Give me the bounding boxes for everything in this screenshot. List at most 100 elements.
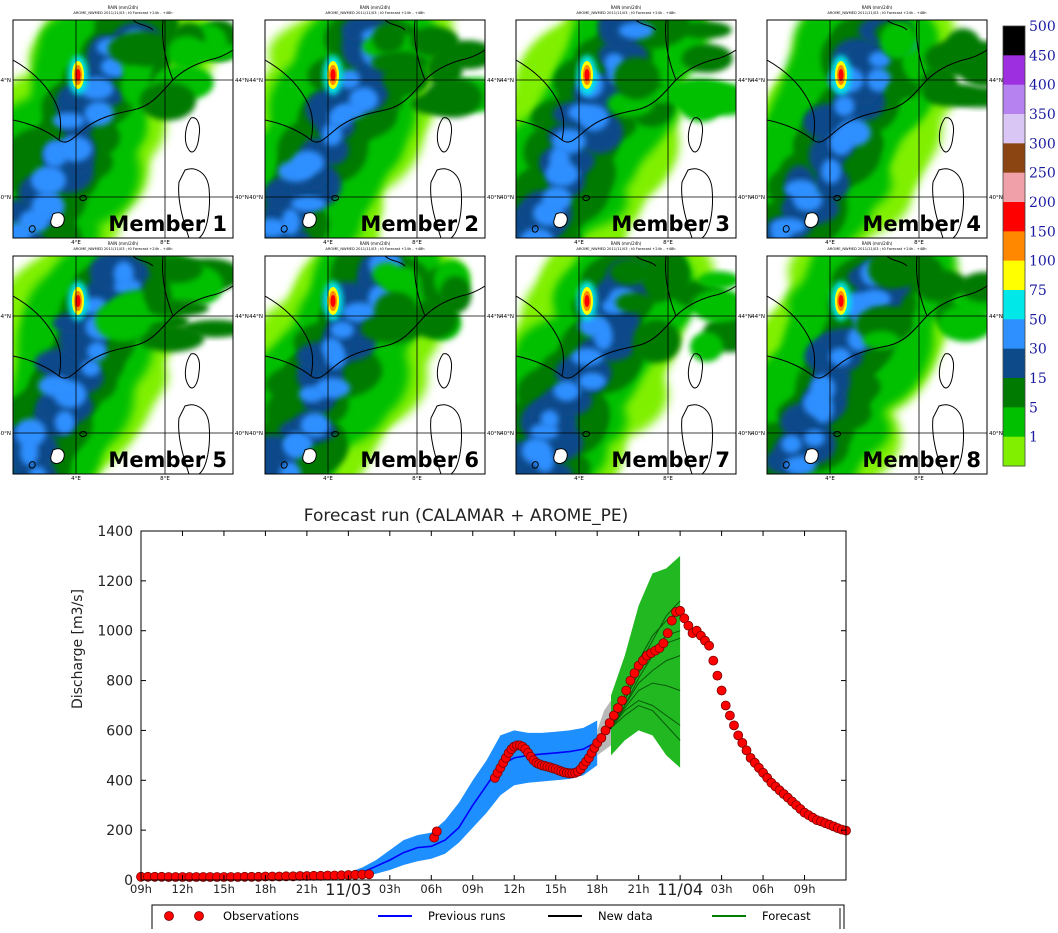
colorbar-frame: [1002, 25, 1026, 467]
lat-label-right: 40°N: [989, 195, 1003, 201]
lat-label-right: 40°N: [235, 195, 249, 201]
lat-label-right: 44°N: [989, 78, 1003, 84]
y-tick-label: 1200: [97, 574, 133, 590]
legend-label: New data: [598, 909, 653, 923]
map-subtitle: AROME_NWMED 2011/11/03 ; t0 Forecast +24…: [827, 247, 926, 251]
x-tick-label: 06h: [420, 882, 442, 896]
observation-point: [658, 638, 669, 649]
island-outline: [302, 212, 317, 228]
chart-legend: Observations Previous runs New data Forecas…: [151, 904, 845, 933]
island-outline: [178, 404, 210, 474]
map-frame: [515, 255, 737, 475]
island-outline: [331, 195, 340, 201]
rain-field: [516, 256, 736, 474]
lat-label-left: 44°N: [249, 78, 263, 84]
map-panel-4: RAIN (mm/24h)AROME_NWMED 2011/11/03 ; t0…: [751, 5, 1003, 246]
x-tick-label: 21h: [628, 882, 650, 896]
y-tick-label: 400: [106, 773, 133, 789]
rain-field: [13, 20, 233, 238]
lon-label: 4°E: [323, 476, 333, 482]
lat-label-right: 44°N: [487, 314, 501, 320]
y-tick-label: 800: [106, 674, 133, 690]
lon-label: 8°E: [914, 240, 924, 246]
lat-label-right: 40°N: [989, 431, 1003, 437]
island-outline: [687, 353, 703, 389]
rain-field: [767, 256, 987, 474]
lon-label: 4°E: [574, 240, 584, 246]
lat-label-left: 44°N: [500, 78, 514, 84]
island-outline: [687, 117, 703, 153]
map-subtitle: AROME_NWMED 2011/11/03 ; t0 Forecast +24…: [325, 11, 424, 15]
lat-label-right: 40°N: [487, 195, 501, 201]
island-outline: [804, 212, 819, 228]
lat-label-right: 44°N: [738, 78, 752, 84]
member-label: Member 1: [108, 212, 227, 236]
observation-point: [604, 718, 615, 728]
island-outline: [531, 461, 539, 469]
member-label: Member 6: [360, 448, 479, 472]
colorbar-swatch-5: [1003, 407, 1025, 438]
lat-label-right: 44°N: [989, 314, 1003, 320]
observation-point: [625, 675, 636, 686]
lon-label: 8°E: [914, 476, 924, 482]
colorbar-label: 150: [1029, 224, 1056, 240]
x-tick-label: 11/04: [657, 880, 703, 899]
y-tick-label: 1400: [97, 524, 133, 540]
colorbar-swatch-50: [1003, 319, 1025, 350]
observation-point: [729, 720, 739, 731]
lat-label-left: 44°N: [0, 314, 11, 320]
forecast-member-line-4: [610, 699, 681, 729]
map-subtitle: AROME_NWMED 2011/11/03 ; t0 Forecast +24…: [576, 11, 675, 15]
observation-point: [600, 725, 611, 736]
observation-point: [666, 615, 677, 626]
legend-label: Observations: [223, 909, 299, 923]
map-frame: [766, 255, 988, 475]
lat-label-left: 44°N: [751, 78, 765, 84]
colorbar: 500 450 400 350 300 250 200 150 100 75 50 30 15 5 1: [1002, 19, 1056, 467]
lat-label-left: 44°N: [500, 314, 514, 320]
border-line: [132, 20, 154, 31]
lat-label-left: 40°N: [249, 195, 263, 201]
colorbar-swatch-200: [1003, 202, 1025, 232]
colorbar-label: 500: [1029, 19, 1056, 35]
y-tick-label: 200: [106, 823, 133, 839]
island-outline: [531, 225, 539, 233]
legend-label: Forecast: [762, 909, 811, 923]
island-outline: [430, 404, 462, 474]
border-line: [886, 256, 908, 267]
lat-label-right: 40°N: [738, 195, 752, 201]
plot-frame: [140, 530, 847, 881]
chart-title: Forecast run (CALAMAR + AROME_PE): [304, 506, 628, 526]
border-line: [516, 295, 565, 377]
lat-label-left: 40°N: [751, 195, 765, 201]
map-title: RAIN (mm/24h): [611, 241, 642, 246]
colorbar-label: 50: [1029, 312, 1047, 328]
colorbar-swatch-250: [1003, 172, 1025, 203]
lon-label: 8°E: [663, 476, 673, 482]
border-line: [916, 256, 928, 317]
map-title: RAIN (mm/24h): [360, 241, 391, 246]
colorbar-swatch-15: [1003, 378, 1025, 408]
x-tick-label: 09h: [462, 882, 484, 896]
lat-label-left: 40°N: [500, 195, 514, 201]
colorbar-label: 300: [1029, 136, 1056, 152]
colorbar-swatch-1: [1003, 436, 1025, 467]
island-outline: [50, 448, 65, 464]
island-outline: [28, 461, 36, 469]
legend-frame: [151, 904, 845, 933]
border-line: [767, 59, 816, 141]
lat-label-left: 44°N: [751, 314, 765, 320]
map-title: RAIN (mm/24h): [862, 5, 893, 10]
lat-label-left: 40°N: [751, 431, 765, 437]
island-outline: [582, 431, 591, 437]
border-line: [635, 256, 657, 267]
island-outline: [582, 195, 591, 201]
colorbar-label: 250: [1029, 166, 1056, 182]
rain-field: [767, 20, 987, 238]
island-outline: [782, 225, 790, 233]
island-outline: [833, 431, 842, 437]
border-line: [384, 256, 406, 267]
member-label: Member 2: [360, 212, 479, 236]
observation-point: [662, 628, 673, 639]
